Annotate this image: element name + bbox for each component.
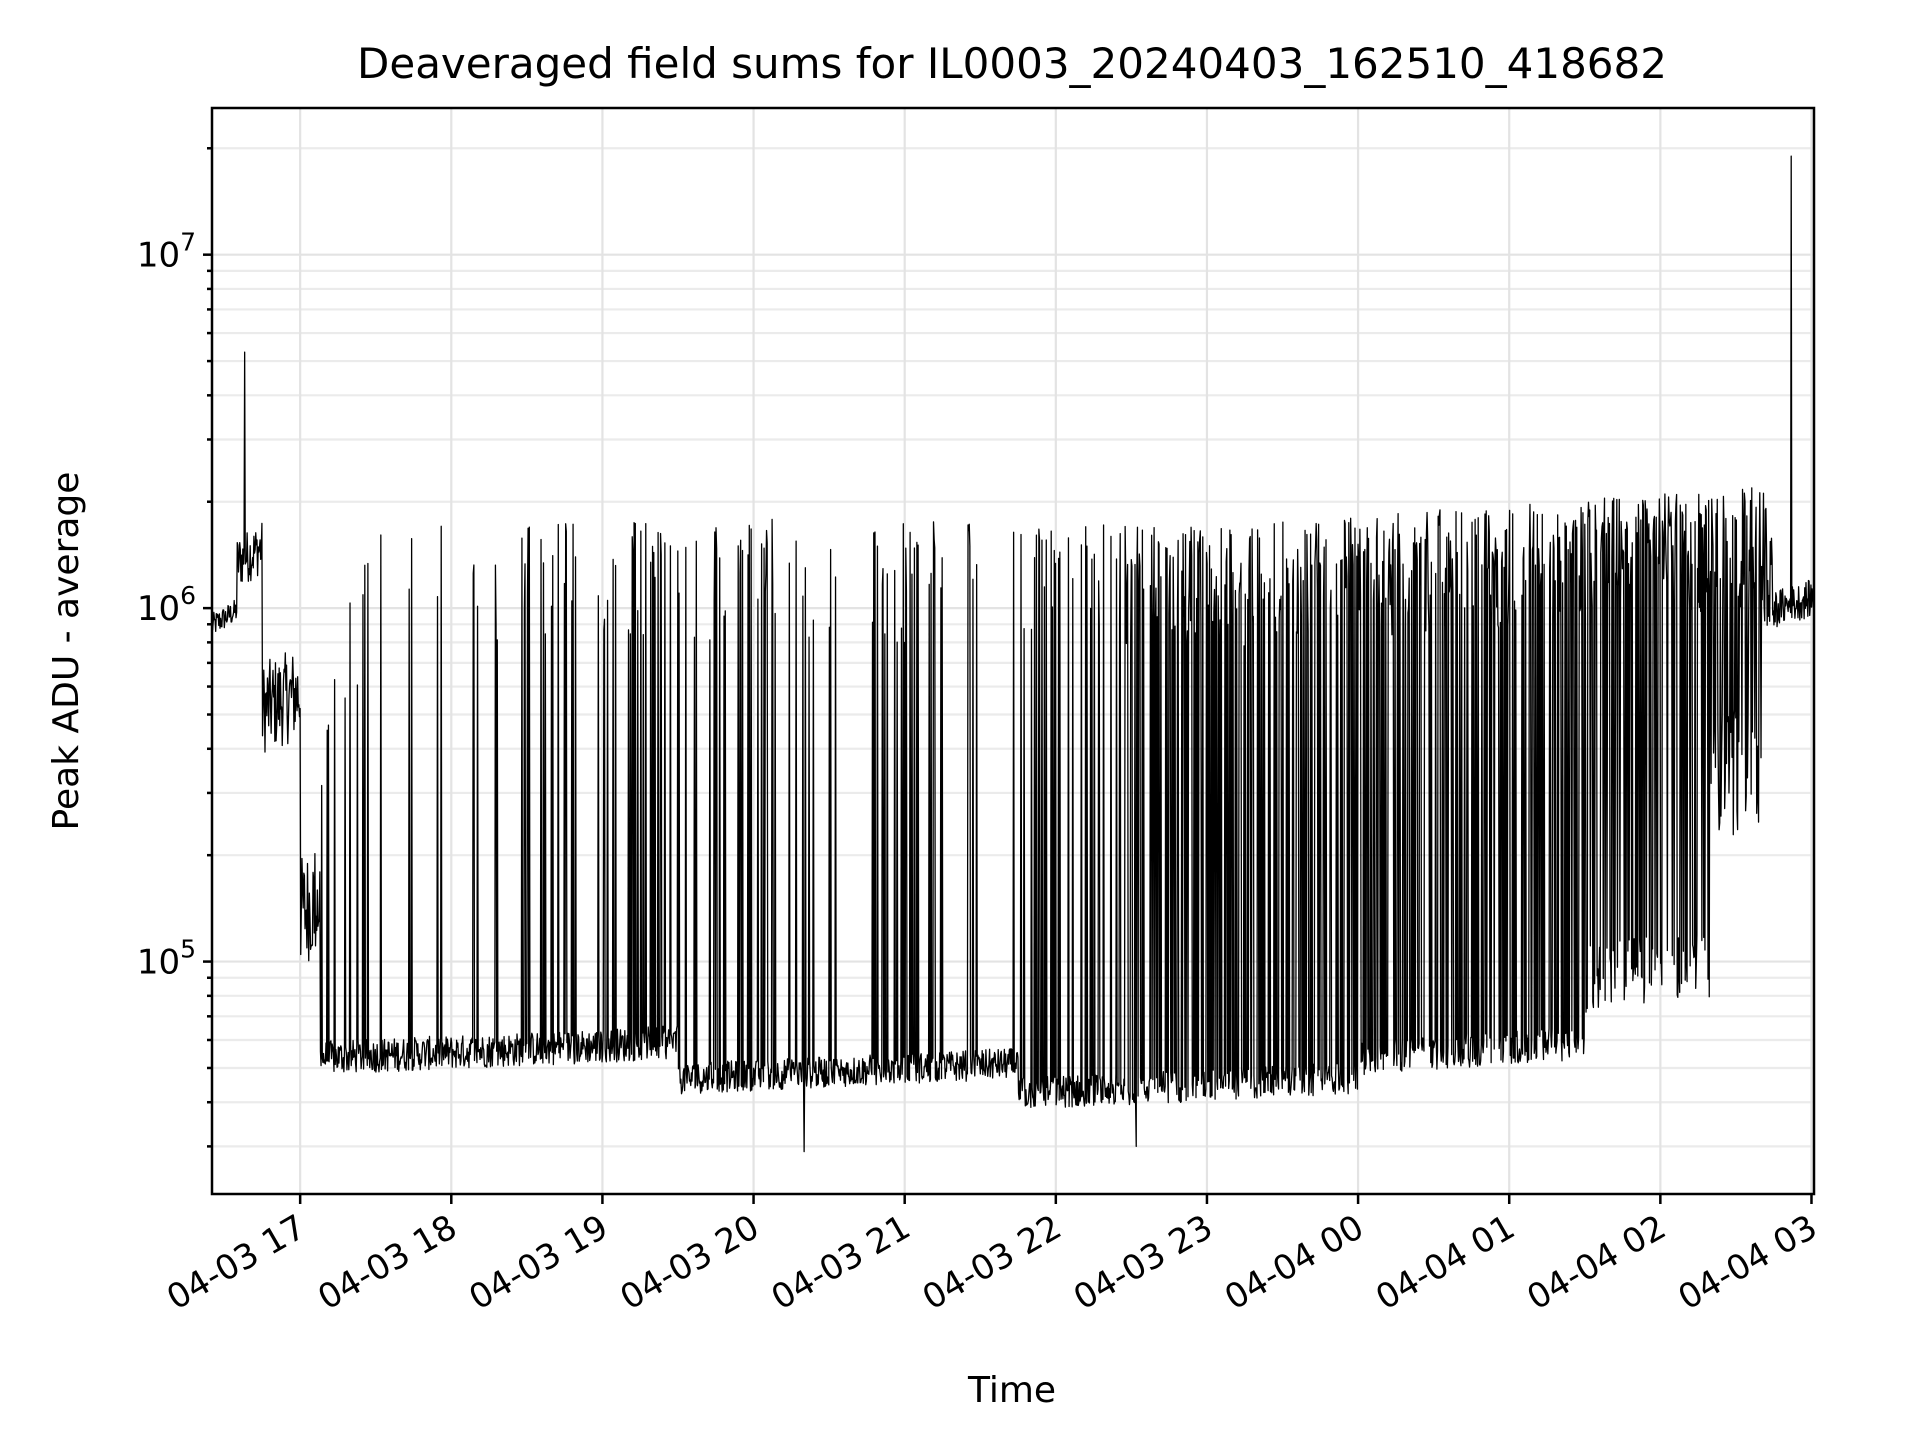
- x-axis-label: Time: [967, 1370, 1056, 1411]
- series-line: [212, 155, 1814, 1153]
- chart-title: Deaveraged field sums for IL0003_2024040…: [357, 39, 1667, 88]
- y-tick-label: 105: [137, 935, 196, 983]
- y-tick-label: 106: [137, 581, 196, 629]
- y-tick-label: 107: [137, 228, 196, 276]
- y-axis: 105 106 107: [137, 147, 212, 1148]
- plot-frame: [210, 106, 1816, 1196]
- y-axis-label: Peak ADU - average: [46, 472, 87, 831]
- plot-area: [212, 155, 1814, 1153]
